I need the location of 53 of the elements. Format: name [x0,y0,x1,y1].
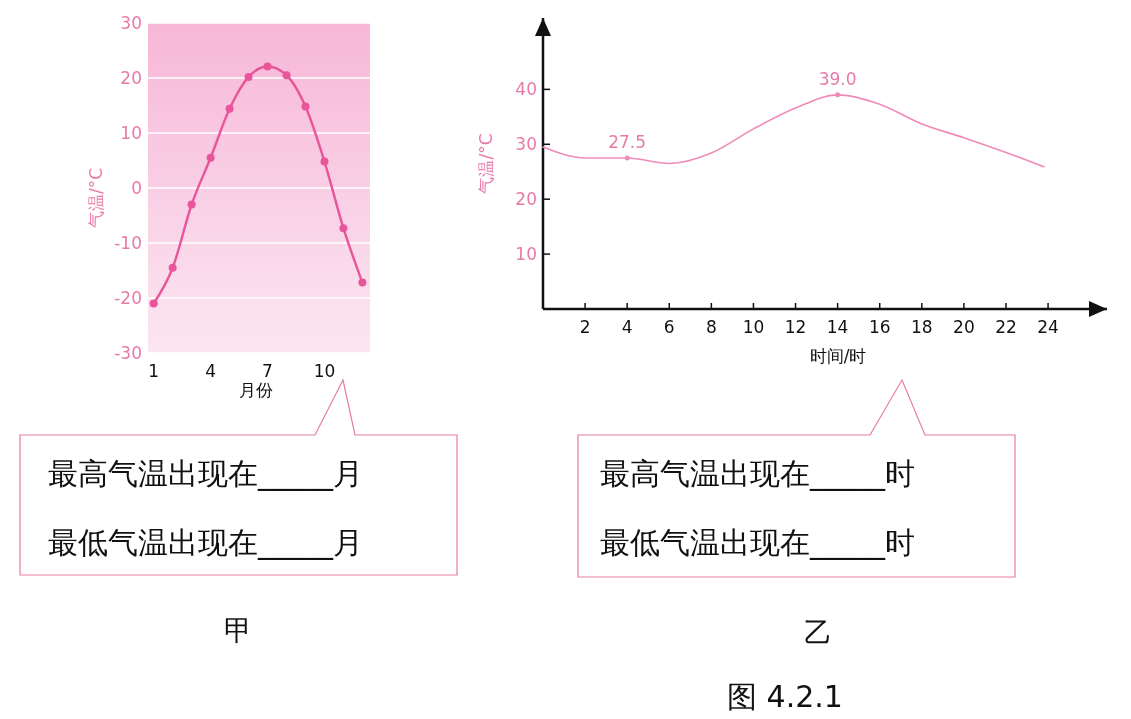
text: 最低气温出现在_____月 [48,525,363,560]
text: 最高气温出现在_____月 [48,456,363,491]
y-tick-label: 20 [120,67,142,88]
text: 乙 [804,616,832,649]
y-axis-title: 气温/°C [476,133,496,194]
point [244,72,253,81]
data-label: 39.0 [818,68,857,89]
text: 甲 [224,614,252,647]
y-axis-title: 气温/°C [86,167,106,229]
line-series [542,94,1045,168]
point [320,157,329,166]
x-tick-label: 20 [953,317,975,337]
text: 最低气温出现在_____时 [600,525,915,560]
text: 最高气温出现在_____时 [600,456,915,491]
y-tick-label: 30 [120,12,142,33]
x-tick-label: 4 [621,317,633,337]
x-tick-label: 6 [663,317,675,337]
x-axis-title: 月份 [239,380,273,400]
x-tick-label: 22 [995,317,1017,337]
point [282,71,291,80]
point [263,62,272,71]
point [358,278,367,287]
y-tick-label: 30 [515,134,537,155]
x-tick-label: 16 [868,317,891,337]
y-tick-label: 40 [515,79,537,100]
x-tick-label: 18 [910,317,933,337]
x-tick-label: 4 [205,361,217,381]
y-tick-label: -30 [114,342,142,363]
caption: 图 4.2.1 [727,679,843,714]
point [225,104,234,113]
y-tick-label: -20 [114,287,142,308]
x-tick-label: 12 [784,317,807,337]
x-tick-label: 14 [826,317,849,337]
point [339,224,348,233]
x-tick-label: 8 [705,317,717,337]
y-tick-label: 0 [131,177,142,198]
x-tick-label: 2 [579,317,591,337]
y-tick-label: 10 [120,122,142,143]
point [187,200,196,209]
x-tick-label: 7 [262,361,273,381]
y-tick-label: -10 [114,232,142,253]
x-tick-label: 10 [313,361,336,381]
point [168,263,177,272]
x-tick-label: 1 [148,361,160,381]
x-axis-title: 时间/时 [809,346,867,366]
data-label: 27.5 [608,132,647,153]
y-tick-label: 10 [515,244,537,265]
x-tick-label: 24 [1037,317,1059,337]
point [149,299,158,308]
point [301,102,310,111]
y-tick-label: 20 [515,189,537,210]
x-tick-label: 10 [742,317,765,337]
point [206,153,215,162]
